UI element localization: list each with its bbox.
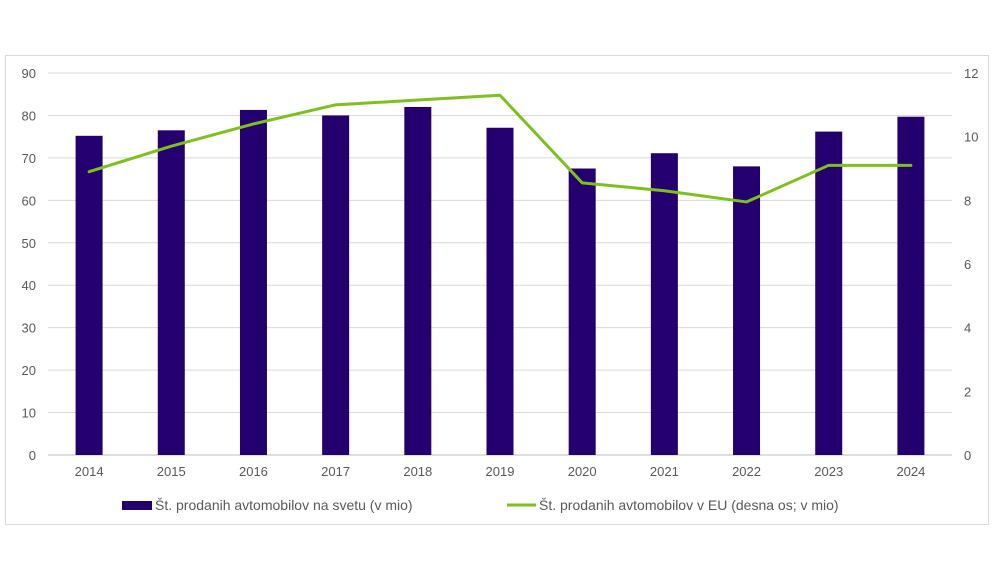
left-axis-tick-label: 30 bbox=[22, 321, 36, 336]
legend-swatch-world-sales bbox=[122, 501, 152, 510]
left-axis-tick-label: 60 bbox=[22, 193, 36, 208]
right-y-axis: 0 2 4 6 8 10 12 bbox=[964, 66, 978, 463]
right-axis-tick-label: 6 bbox=[964, 257, 971, 272]
line-series bbox=[87, 93, 913, 204]
x-axis-tick-label: 2024 bbox=[896, 464, 925, 479]
left-axis-tick-label: 0 bbox=[29, 448, 36, 463]
left-axis-tick-label: 10 bbox=[22, 406, 36, 421]
gridlines bbox=[48, 72, 952, 456]
left-axis-tick-label: 80 bbox=[22, 108, 36, 123]
legend-label-world-sales: Št. prodanih avtomobilov na svetu (v mio… bbox=[155, 497, 413, 513]
right-axis-tick-label: 2 bbox=[964, 384, 971, 399]
legend-label-eu-sales: Št. prodanih avtomobilov v EU (desna os;… bbox=[539, 497, 839, 513]
right-axis-tick-label: 0 bbox=[964, 448, 971, 463]
bar-2022 bbox=[733, 166, 761, 455]
bar-2017 bbox=[322, 115, 350, 455]
legend: Št. prodanih avtomobilov na svetu (v mio… bbox=[122, 497, 839, 513]
bar-2021 bbox=[650, 153, 678, 455]
right-axis-tick-label: 12 bbox=[964, 66, 978, 81]
x-axis-tick-label: 2021 bbox=[650, 464, 679, 479]
bar-2015 bbox=[157, 130, 185, 456]
right-axis-tick-label: 10 bbox=[964, 130, 978, 145]
left-axis-tick-label: 70 bbox=[22, 151, 36, 166]
bar-2020 bbox=[568, 168, 596, 455]
bar-2018 bbox=[404, 106, 432, 455]
left-y-axis: 0 10 20 30 40 50 60 70 80 90 bbox=[22, 66, 36, 463]
left-axis-tick-label: 90 bbox=[22, 66, 36, 81]
left-axis-tick-label: 50 bbox=[22, 236, 36, 251]
bar-2024 bbox=[897, 116, 925, 456]
x-axis-tick-label: 2019 bbox=[486, 464, 515, 479]
bar-2016 bbox=[239, 109, 267, 455]
x-axis-tick-label: 2022 bbox=[732, 464, 761, 479]
x-axis-tick-label: 2023 bbox=[814, 464, 843, 479]
x-axis-tick-label: 2018 bbox=[403, 464, 432, 479]
bar-series bbox=[75, 106, 925, 456]
left-axis-tick-label: 20 bbox=[22, 363, 36, 378]
right-axis-tick-label: 4 bbox=[964, 321, 971, 336]
x-axis-tick-label: 2015 bbox=[157, 464, 186, 479]
left-axis-tick-label: 40 bbox=[22, 278, 36, 293]
x-axis-tick-label: 2017 bbox=[321, 464, 350, 479]
bar-2014 bbox=[75, 135, 103, 455]
x-axis-tick-label: 2020 bbox=[568, 464, 597, 479]
x-axis-tick-label: 2016 bbox=[239, 464, 268, 479]
right-axis-tick-label: 8 bbox=[964, 193, 971, 208]
x-axis-tick-label: 2014 bbox=[75, 464, 104, 479]
bar-2023 bbox=[815, 131, 843, 455]
bar-2019 bbox=[486, 127, 514, 456]
x-axis: 2014 2015 2016 2017 2018 2019 2020 2021 2022 2023… bbox=[75, 464, 926, 479]
